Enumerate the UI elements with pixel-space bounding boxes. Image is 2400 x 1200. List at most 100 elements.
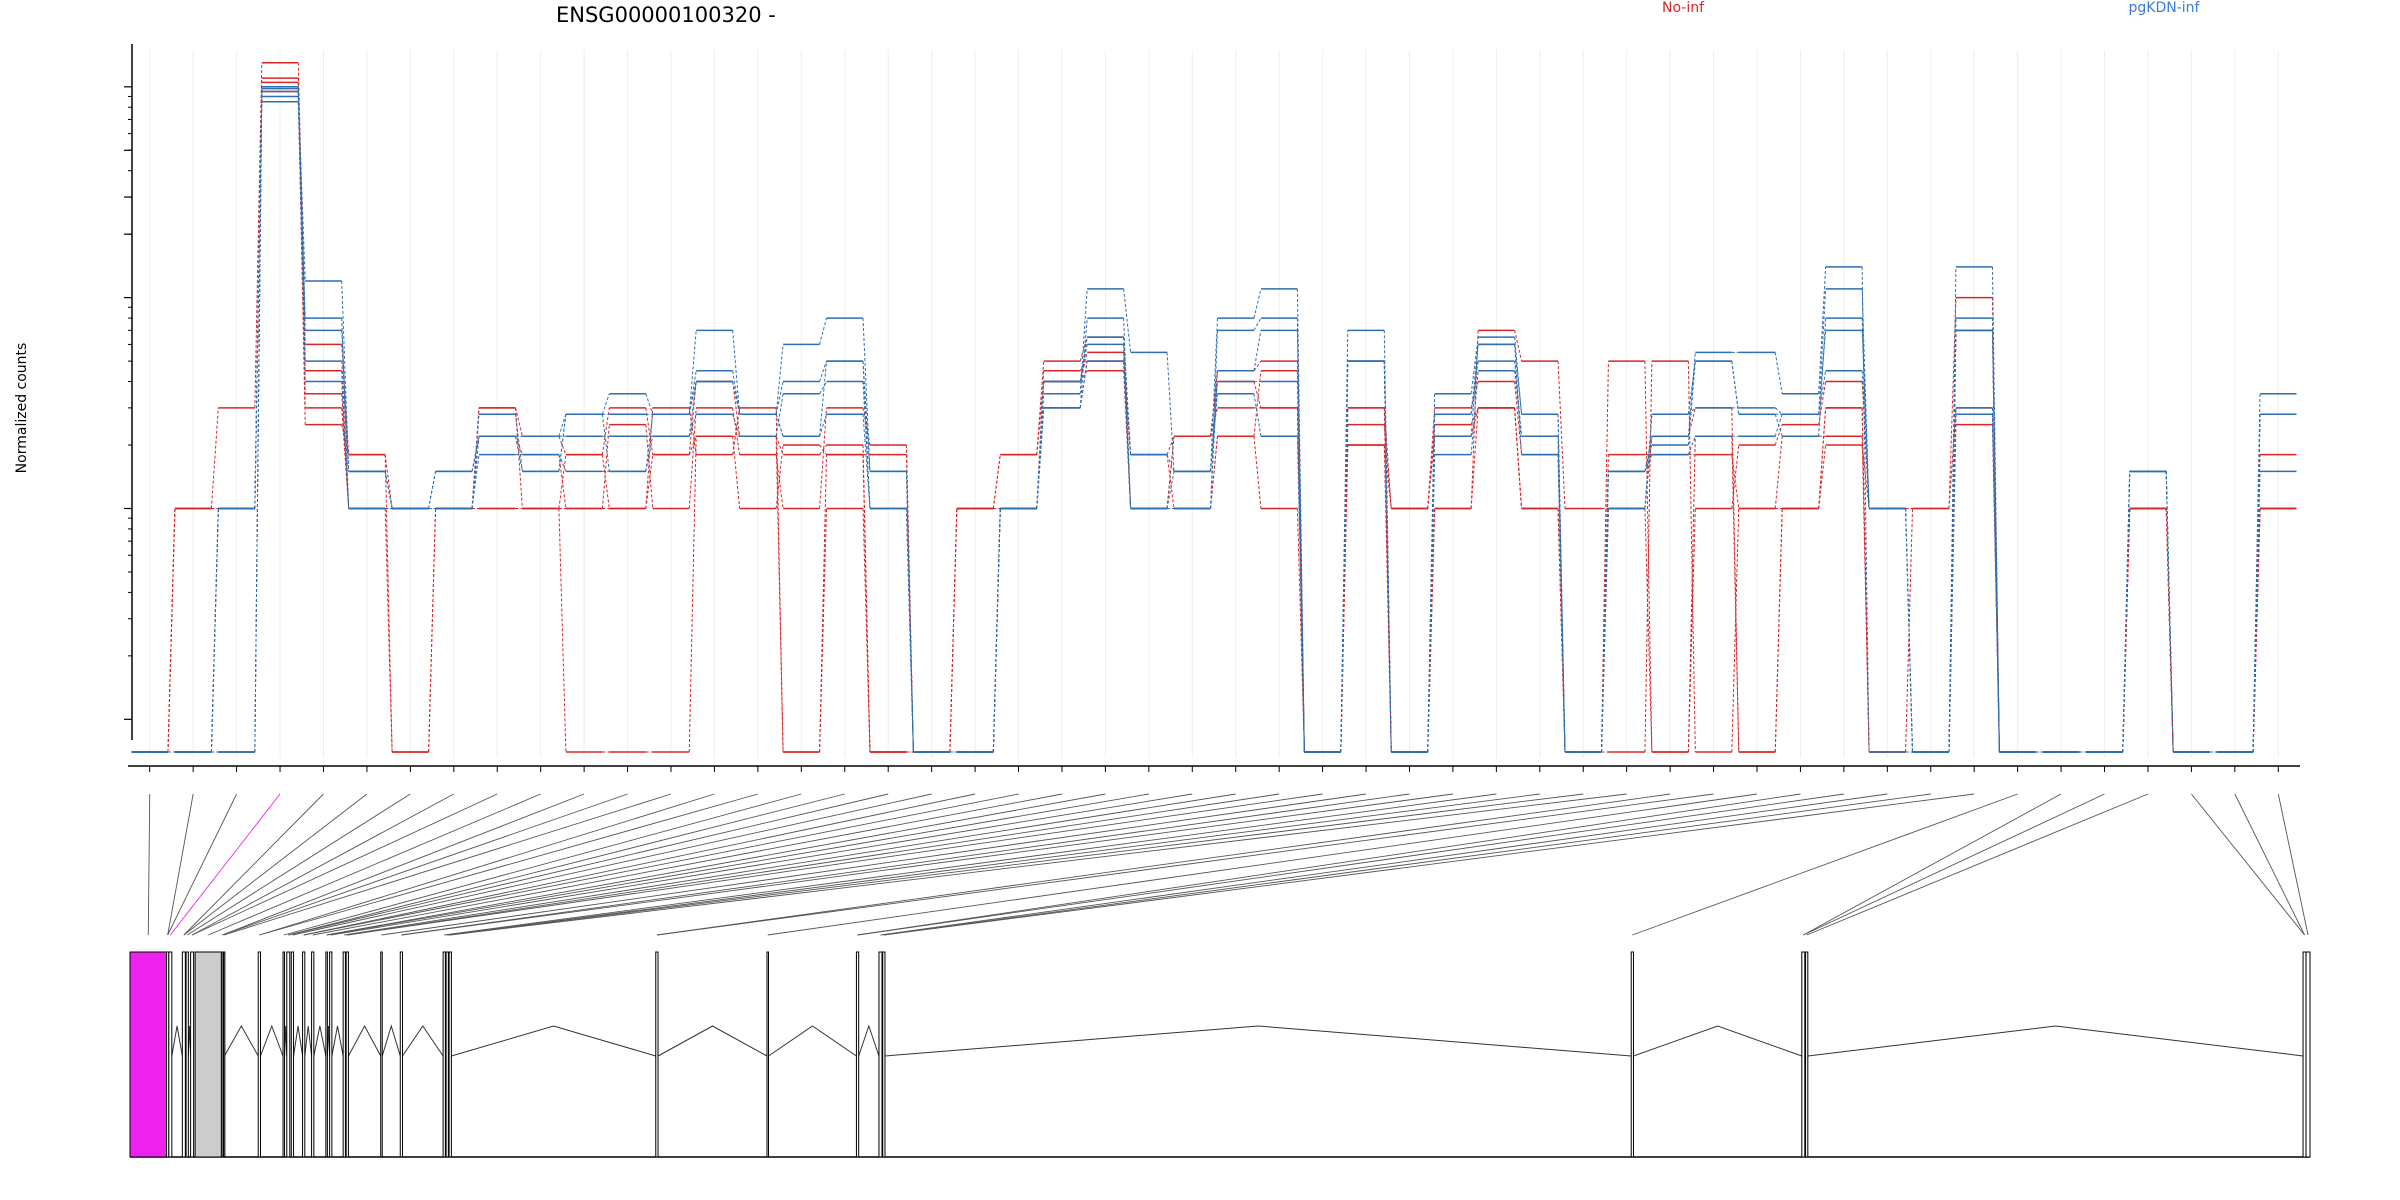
series-connector: [1253, 381, 1262, 409]
exon-box: [286, 951, 291, 1158]
series-connector: [1166, 454, 1175, 472]
series-connector: [819, 508, 828, 753]
series-connector: [341, 381, 350, 509]
exon-box: [194, 951, 222, 1158]
series-connector: [1774, 508, 1783, 753]
exon-box: [882, 951, 886, 1158]
series-connector: [1079, 318, 1088, 408]
series-connector: [2252, 414, 2261, 753]
series-connector: [341, 361, 350, 472]
series-connector: [558, 436, 567, 455]
series-connector: [1079, 370, 1088, 382]
exon-box: [399, 951, 404, 1158]
bin-connector-e030: [401, 793, 1410, 936]
series-connector: [1296, 436, 1305, 753]
series-connector: [732, 407, 741, 455]
series-connector: [1036, 407, 1045, 509]
series-connector: [1687, 361, 1696, 446]
series-connector: [558, 414, 567, 472]
bin-connector-e033: [447, 793, 1540, 936]
series-connector: [210, 407, 219, 509]
bin-connector-e008: [191, 793, 455, 936]
series-connector: [1774, 407, 1783, 415]
series-no-inf-3: [131, 86, 2297, 753]
series-connector: [1079, 336, 1088, 362]
series-connector: [1296, 381, 1305, 753]
series-connector: [688, 370, 697, 415]
series-connector: [819, 444, 827, 455]
series-connector: [819, 360, 827, 382]
series-connector: [1079, 337, 1088, 382]
bin-connector-e042: [883, 793, 1931, 936]
series-connector: [1514, 370, 1523, 437]
series-connector: [688, 381, 697, 437]
y-axis-label: Normalized counts: [14, 343, 30, 474]
series-connector: [1688, 407, 1696, 415]
exon-box: [1801, 951, 1806, 1158]
series-connector: [1818, 266, 1827, 394]
series-connector: [514, 436, 523, 472]
series-connector: [2252, 393, 2261, 753]
intron: [223, 1024, 259, 1057]
bin-connector-e043: [883, 793, 1975, 936]
series-connector: [775, 381, 784, 415]
series-connector: [1600, 471, 1609, 753]
legend-no-inf: No-inf: [1662, 0, 1705, 16]
series-connector: [1340, 361, 1349, 753]
bin-connector-e009: [191, 793, 498, 936]
series-connector: [688, 407, 697, 455]
series-connector: [1470, 370, 1479, 455]
series-connector: [775, 414, 784, 437]
series-connector: [428, 471, 437, 509]
series-connector: [645, 454, 654, 509]
series-connector: [862, 454, 871, 753]
series-connector: [1253, 436, 1262, 509]
series-connector: [775, 436, 784, 753]
bin-connector-e027: [347, 793, 1280, 936]
series-connector: [167, 508, 176, 753]
series-connector: [1383, 407, 1392, 753]
series-connector: [1514, 407, 1523, 509]
bin-connector-e014: [259, 793, 715, 936]
series-connector: [384, 508, 393, 753]
exon-box: [220, 951, 224, 1158]
series-connector: [819, 414, 827, 437]
series-connector: [1470, 344, 1479, 415]
series-connector: [645, 393, 654, 415]
exon-box: [168, 951, 173, 1158]
exon-box: [325, 951, 328, 1158]
bin-connector-e016: [283, 793, 802, 936]
series-connector: [254, 88, 263, 753]
series-connector: [775, 454, 784, 509]
series-connector: [645, 407, 654, 455]
series-pgkdn-inf-6: [131, 90, 2297, 753]
series-connector: [210, 508, 219, 753]
series-connector: [1427, 436, 1436, 509]
series-connector: [688, 436, 697, 753]
series-connector: [1296, 508, 1305, 753]
series-connector: [601, 414, 610, 472]
bin-connector-e046: [1803, 793, 2105, 936]
series-connector: [1340, 424, 1349, 753]
series-connector: [1383, 424, 1392, 509]
series-connector: [1253, 370, 1262, 437]
bin-connector-e023: [326, 793, 1106, 936]
series-connector: [514, 414, 523, 472]
bin-connector-e047: [1806, 793, 2149, 936]
series-connector: [1731, 508, 1740, 753]
series-connector: [1861, 407, 1870, 753]
series-connector: [1514, 381, 1523, 455]
series-connector: [341, 407, 350, 509]
series-connector: [558, 414, 567, 437]
series-connector: [384, 471, 393, 509]
bin-connector-e002: [167, 793, 194, 936]
series-pgkdn-inf-8: [131, 86, 2297, 753]
series-connector: [1687, 352, 1696, 437]
series-connector: [732, 381, 741, 437]
exon-box: [655, 951, 659, 1158]
exon-box: [1805, 951, 1809, 1158]
series-connector: [645, 414, 654, 472]
bin-connector-e028: [347, 793, 1323, 936]
series-connector: [1948, 297, 1957, 509]
bin-connector-e044: [1632, 793, 2018, 936]
